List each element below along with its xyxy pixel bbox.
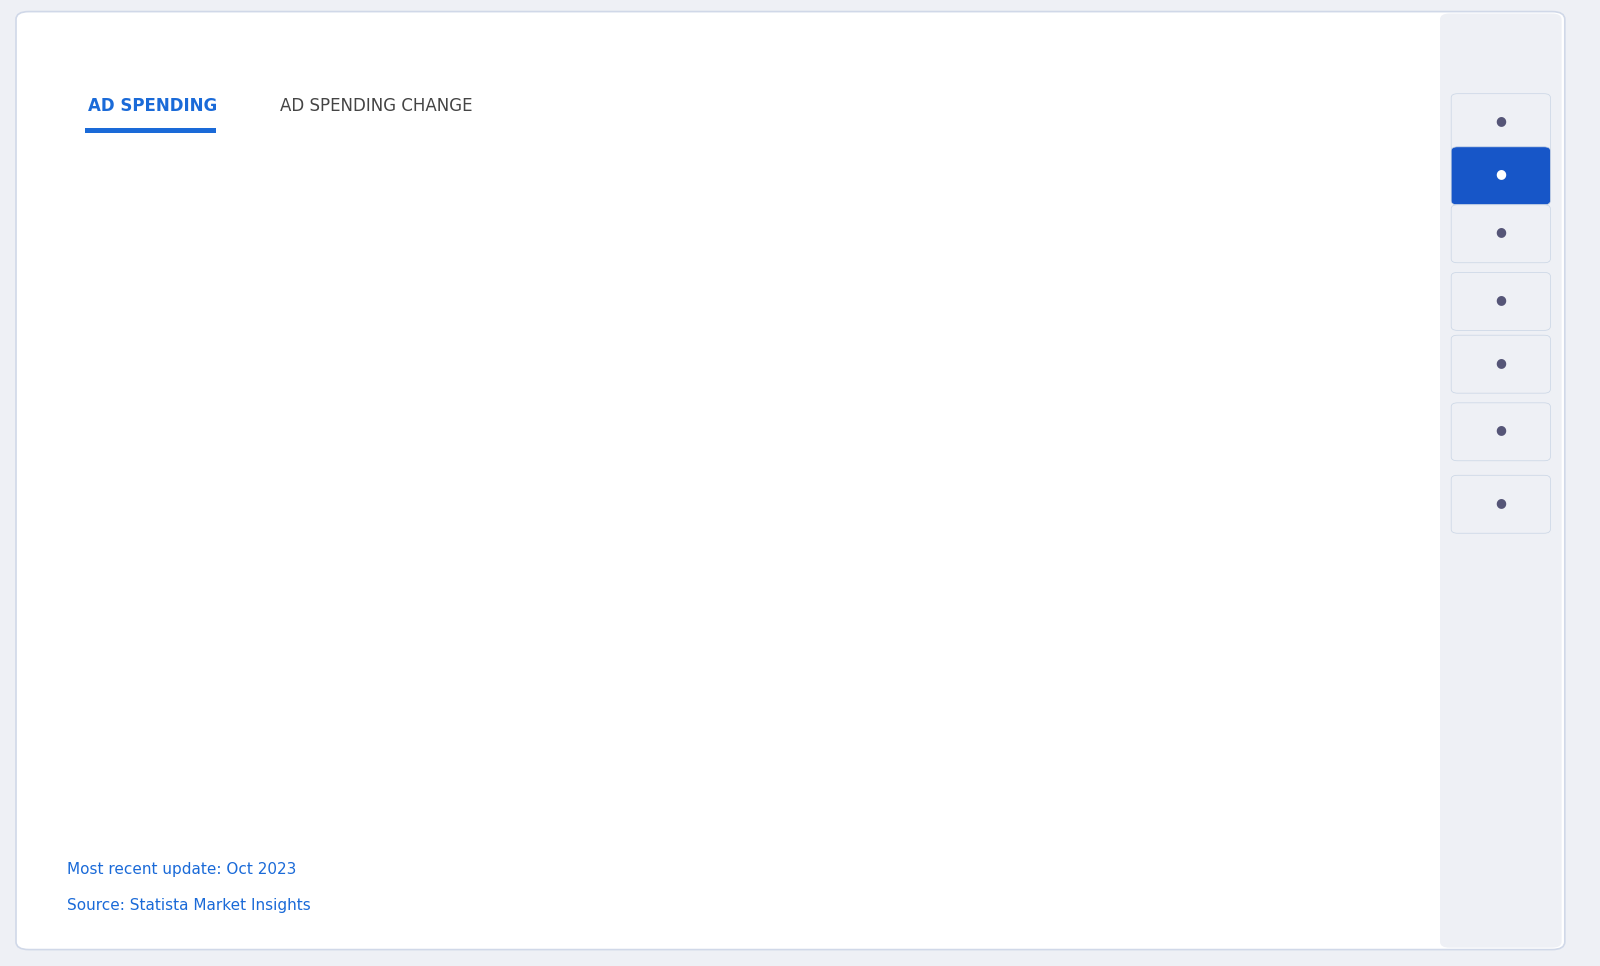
Text: ●: ●	[1496, 225, 1506, 239]
Text: AD SPENDING: AD SPENDING	[88, 98, 218, 115]
Bar	[512, 659, 579, 816]
Bar	[290, 741, 357, 816]
Bar	[734, 546, 802, 816]
Text: ●: ●	[1496, 496, 1506, 509]
Text: 6.4: 6.4	[1198, 314, 1226, 329]
Text: 5.8: 5.8	[1088, 359, 1115, 374]
Text: Source: Statista Market Insights: Source: Statista Market Insights	[67, 898, 310, 913]
Bar	[402, 711, 467, 816]
Text: 2.1: 2.1	[533, 638, 558, 652]
Text: 3.6: 3.6	[755, 525, 781, 540]
Text: 0.6: 0.6	[198, 751, 226, 765]
Bar	[1291, 298, 1357, 816]
Bar	[624, 606, 690, 816]
Text: AD SPENDING CHANGE: AD SPENDING CHANGE	[280, 98, 472, 115]
Bar	[179, 771, 245, 816]
Text: ●: ●	[1496, 114, 1506, 128]
Y-axis label: in billion USD (US$): in billion USD (US$)	[80, 411, 94, 560]
Text: 5.2: 5.2	[976, 404, 1003, 419]
Text: 1.4: 1.4	[421, 690, 448, 705]
Bar	[957, 425, 1024, 816]
Text: ●: ●	[1496, 167, 1506, 181]
Text: 1.0: 1.0	[310, 720, 336, 735]
Text: ●: ●	[1496, 293, 1506, 306]
Text: ●: ●	[1496, 423, 1506, 437]
Text: 2.8: 2.8	[643, 584, 670, 600]
Text: 4.4: 4.4	[866, 465, 893, 479]
Text: 6.9: 6.9	[1310, 276, 1338, 292]
Bar	[1179, 335, 1246, 816]
Bar	[1069, 381, 1134, 816]
Text: Most recent update: Oct 2023: Most recent update: Oct 2023	[67, 863, 296, 877]
Text: ●: ●	[1496, 355, 1506, 369]
Bar	[846, 485, 912, 816]
